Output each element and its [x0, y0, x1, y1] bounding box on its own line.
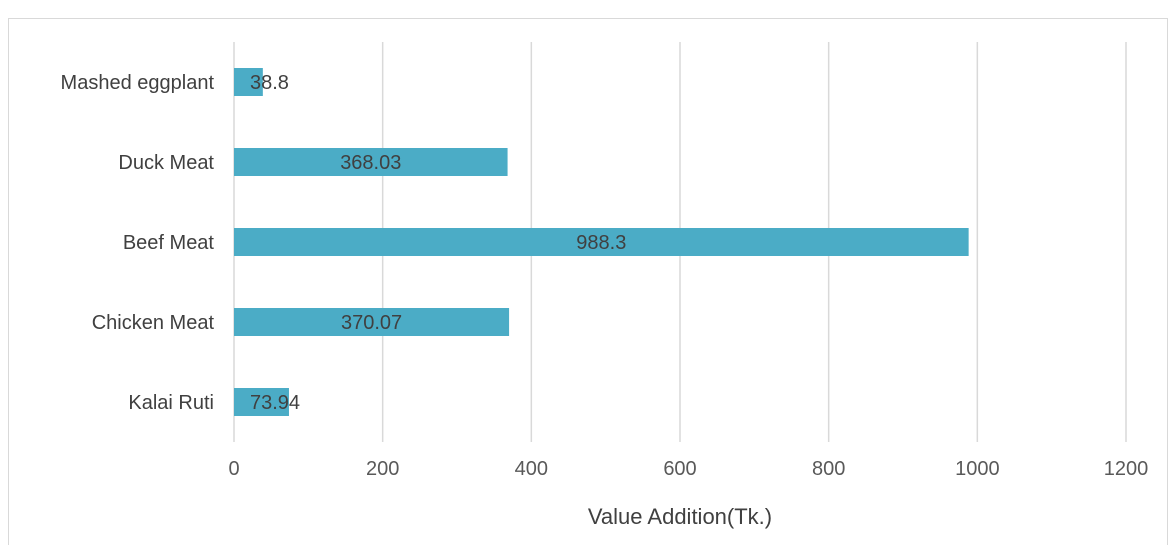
x-axis-title: Value Addition(Tk.)	[588, 504, 772, 529]
data-label: 73.94	[250, 392, 300, 414]
data-label: 988.3	[576, 232, 626, 254]
bar	[234, 388, 289, 416]
x-tick-label: 0	[228, 458, 239, 480]
data-label: 38.8	[250, 72, 289, 94]
x-tick-label: 1000	[955, 458, 1000, 480]
bar	[234, 148, 508, 176]
bar	[234, 68, 263, 96]
x-tick-labels: 0 200 400 600 800 1000 1200	[228, 458, 1148, 480]
category-label: Beef Meat	[123, 232, 215, 254]
x-tick-label: 800	[812, 458, 845, 480]
bar	[234, 228, 969, 256]
category-label: Chicken Meat	[92, 312, 215, 334]
bar	[234, 308, 510, 336]
category-labels: Mashed eggplant Duck Meat Beef Meat Chicken…	[61, 72, 215, 414]
bars	[234, 68, 969, 416]
category-label: Duck Meat	[118, 152, 214, 174]
chart-frame	[8, 18, 1168, 545]
x-tick-label: 600	[663, 458, 696, 480]
x-tick-label: 1200	[1104, 458, 1149, 480]
data-label: 368.03	[340, 152, 401, 174]
category-label: Kalai Ruti	[128, 392, 214, 414]
data-labels: 38.8 368.03 988.3 370.07 73.94	[250, 72, 626, 414]
x-tick-label: 200	[366, 458, 399, 480]
category-label: Mashed eggplant	[61, 72, 215, 94]
data-label: 370.07	[341, 312, 402, 334]
x-tick-label: 400	[515, 458, 548, 480]
